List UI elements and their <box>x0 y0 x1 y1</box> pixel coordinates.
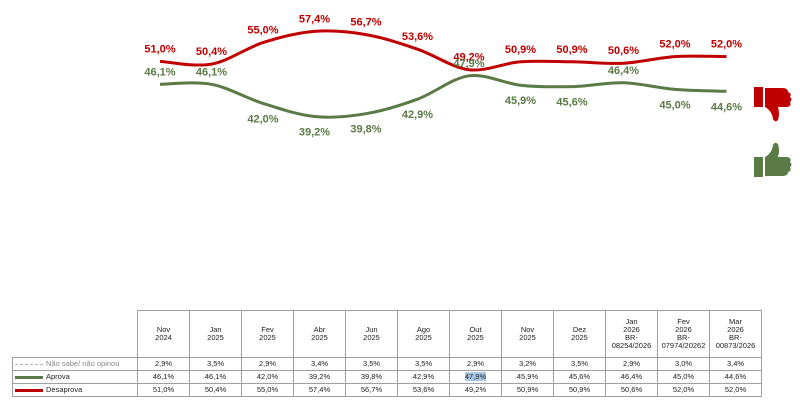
data-label-desaprova-9: 50,6% <box>608 45 639 57</box>
data-label-aprova-5: 42,9% <box>402 109 433 121</box>
data-label-desaprova-11: 52,0% <box>711 39 742 51</box>
table-cell: 50,4% <box>189 383 242 397</box>
table-header-cell: Out 2025 <box>449 310 502 358</box>
table-cell: 3,4% <box>709 357 762 371</box>
data-label-desaprova-2: 55,0% <box>247 25 278 37</box>
table-header-cell: Abr 2025 <box>293 310 346 358</box>
data-label-desaprova-7: 50,9% <box>505 44 536 56</box>
data-label-desaprova-0: 51,0% <box>144 43 175 55</box>
legend-swatch-desaprova <box>15 388 43 392</box>
table-cell: 52,0% <box>657 383 710 397</box>
table-cell: 2,9% <box>605 357 658 371</box>
series-line-aprova <box>159 73 727 119</box>
table-cell: 47,9% <box>449 370 502 384</box>
data-label-desaprova-4: 56,7% <box>350 17 381 29</box>
table-cell: 46,1% <box>137 370 190 384</box>
data-label-aprova-10: 45,0% <box>659 99 690 111</box>
data-table: Nov 2024 Jan 2025 Fev 2025 Abr 2025 Jun 2025 Ago 20… <box>12 310 762 397</box>
table-cell: 39,8% <box>345 370 398 384</box>
data-label-desaprova-5: 53,6% <box>402 31 433 43</box>
thumbs-up-icon <box>754 142 792 177</box>
legend-swatch-nao-sabe <box>15 363 43 365</box>
data-label-desaprova-3: 57,4% <box>299 13 330 25</box>
table-header-cell: Dez 2025 <box>553 310 606 358</box>
table-row-aprova: Aprova 46,1% 46,1% 42,0% 39,2% 39,8% 42,9% 47,… <box>12 370 762 384</box>
table-cell: 53,6% <box>397 383 450 397</box>
table-cell: 3,5% <box>397 357 450 371</box>
table-header-cell: Mar 2026 BR- 00873/2026 <box>709 310 762 358</box>
data-label-aprova-9: 46,4% <box>608 65 639 77</box>
table-header-cell: Jan 2026 BR- 08254/2026 <box>605 310 658 358</box>
table-cell: 42,9% <box>397 370 450 384</box>
table-header-row: Nov 2024 Jan 2025 Fev 2025 Abr 2025 Jun 2025 Ago 20… <box>13 310 762 358</box>
table-cell: 2,9% <box>241 357 294 371</box>
table-cell: 2,9% <box>449 357 502 371</box>
table-cell: 52,0% <box>709 383 762 397</box>
data-label-desaprova-10: 52,0% <box>659 39 690 51</box>
table-cell: 50,6% <box>605 383 658 397</box>
data-label-aprova-0: 46,1% <box>144 66 175 78</box>
data-label-aprova-1: 46,1% <box>196 66 227 78</box>
table-row-desaprova: Desaprova 51,0% 50,4% 55,0% 57,4% 56,7% 53,6%… <box>12 383 762 397</box>
table-cell: 44,6% <box>709 370 762 384</box>
table-cell: 3,2% <box>501 357 554 371</box>
data-label-aprova-7: 45,9% <box>505 95 536 107</box>
table-cell: 50,9% <box>501 383 554 397</box>
table-row-nao-sabe: Não sabe/ não opinou 2,9% 3,5% 2,9% 3,4% 3,5… <box>12 357 762 371</box>
table-cell: 3,5% <box>553 357 606 371</box>
legend-label-desaprova: Desaprova <box>46 385 83 394</box>
data-label-aprova-11: 44,6% <box>711 101 742 113</box>
table-cell: 3,5% <box>189 357 242 371</box>
table-header-cell: Jun 2025 <box>345 310 398 358</box>
table-cell: 3,5% <box>345 357 398 371</box>
series-line-desaprova <box>159 29 727 72</box>
table-header-cell: Nov 2025 <box>501 310 554 358</box>
table-cell: 49,2% <box>449 383 502 397</box>
table-cell: 46,1% <box>189 370 242 384</box>
table-cell: 2,9% <box>137 357 190 371</box>
thumbs-down-icon <box>754 87 792 122</box>
table-cell: 39,2% <box>293 370 346 384</box>
table-cell: 3,0% <box>657 357 710 371</box>
table-header-cell: Nov 2024 <box>137 310 190 358</box>
table-cell: 42,0% <box>241 370 294 384</box>
table-cell: 45,9% <box>501 370 554 384</box>
table-cell: 50,9% <box>553 383 606 397</box>
legend-label-aprova: Aprova <box>46 372 70 381</box>
table-header-cell: Fev 2025 <box>241 310 294 358</box>
legend-label-nao-sabe: Não sabe/ não opinou <box>46 359 120 368</box>
table-cell: 55,0% <box>241 383 294 397</box>
table-cell: 46,4% <box>605 370 658 384</box>
table-header-cell: Ago 2025 <box>397 310 450 358</box>
data-label-desaprova-6: 49,2% <box>453 52 484 64</box>
table-cell: 51,0% <box>137 383 190 397</box>
legend-swatch-aprova <box>15 375 43 379</box>
table-cell: 45,0% <box>657 370 710 384</box>
line-chart: 51,0% 50,4% 55,0% 57,4% 56,7% 53,6% 49,2% 50,9%… <box>144 13 742 139</box>
data-label-desaprova-8: 50,9% <box>556 44 587 56</box>
data-label-aprova-3: 39,2% <box>299 127 330 139</box>
table-cell: 45,6% <box>553 370 606 384</box>
table-corner <box>13 311 138 358</box>
data-label-aprova-4: 39,8% <box>350 124 381 136</box>
data-label-aprova-2: 42,0% <box>247 113 278 125</box>
table-cell: 56,7% <box>345 383 398 397</box>
data-label-aprova-6: 47,9% <box>453 58 484 70</box>
data-label-desaprova-1: 50,4% <box>196 46 227 58</box>
table-cell: 3,4% <box>293 357 346 371</box>
data-label-aprova-8: 45,6% <box>556 97 587 109</box>
table-cell: 57,4% <box>293 383 346 397</box>
table-header-cell: Jan 2025 <box>189 310 242 358</box>
table-header-cell: Fev 2026 BR- 07974/20262 <box>657 310 710 358</box>
